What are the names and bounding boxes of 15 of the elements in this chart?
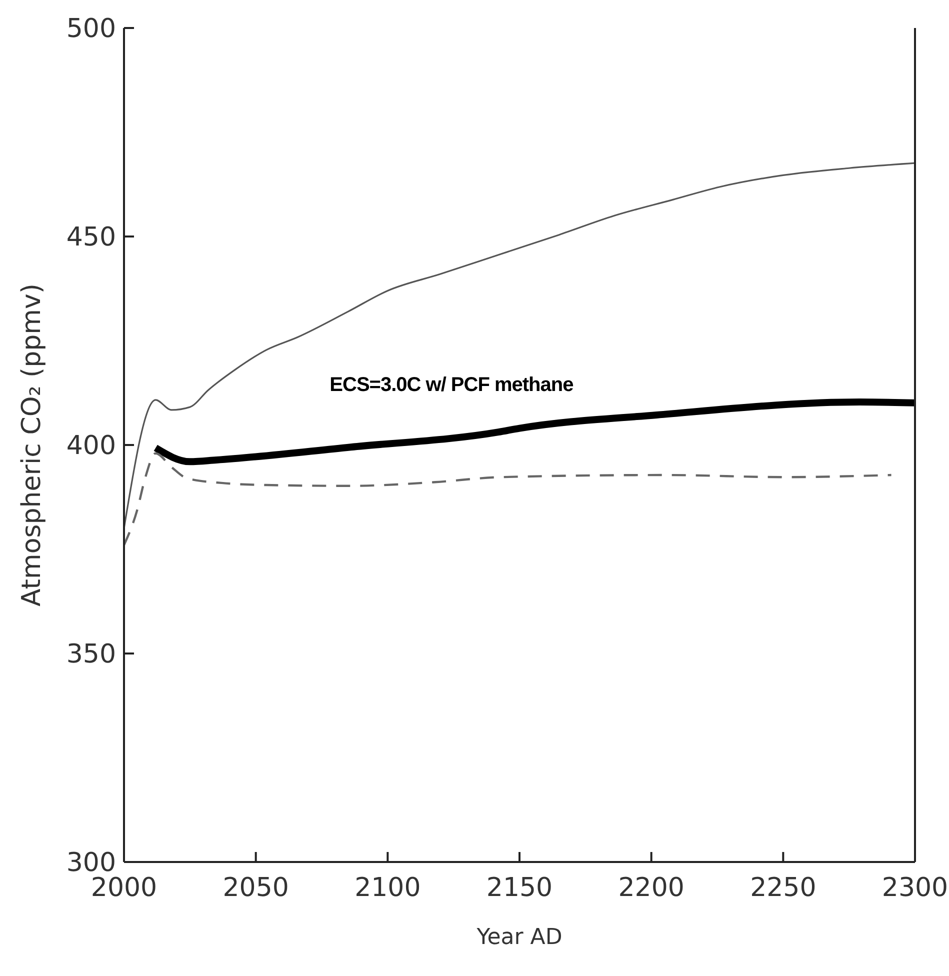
y-tick-label: 350	[66, 640, 116, 670]
x-tick-label: 2100	[354, 873, 421, 903]
line-series	[122, 452, 892, 546]
y-tick-label: 400	[66, 431, 116, 462]
x-tick-label: 2000	[90, 873, 158, 903]
x-tick-label: 2050	[222, 873, 289, 903]
y-axis-title: Atmospheric CO₂ (ppmv)	[17, 283, 47, 607]
y-tick-label: 450	[66, 222, 116, 253]
y-tick-label: 500	[66, 14, 116, 44]
x-tick-label: 2150	[486, 873, 553, 903]
x-axis-title: Year AD	[476, 925, 562, 950]
x-tick-label: 2250	[750, 873, 816, 903]
x-tick-label: 2300	[882, 873, 948, 903]
annotation: ECS=3.0C w/ PCF methane	[330, 374, 574, 396]
x-tick-label: 2200	[618, 873, 684, 903]
